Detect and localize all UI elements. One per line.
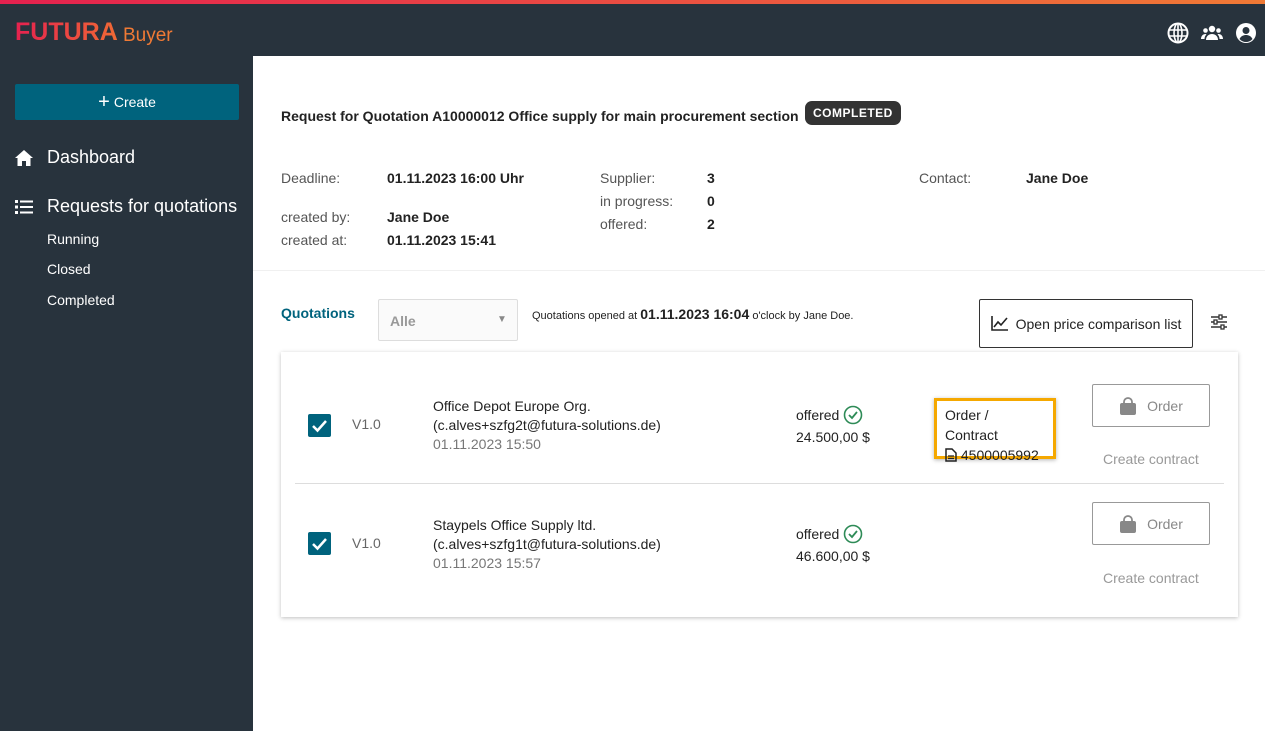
shopping-bag-icon [1120, 396, 1137, 415]
in-progress-label: in progress: [600, 193, 674, 209]
quotation-row: V1.0 Staypels Office Supply ltd. (c.alves… [281, 483, 1238, 601]
sidebar-item-rfq[interactable]: Requests for quotations [15, 196, 237, 217]
created-by-label: created by: [281, 209, 351, 225]
created-at-value: 01.11.2023 15:41 [387, 232, 496, 248]
sidebar: + Create Dashboard Requests for quotation… [0, 56, 253, 731]
supplier-count: 3 [707, 170, 715, 186]
offered-label: offered: [600, 216, 648, 232]
main-content: Request for Quotation A10000012 Office s… [253, 56, 1265, 731]
globe-icon[interactable] [1167, 22, 1189, 44]
quotation-row: V1.0 Office Depot Europe Org. (c.alves+sz… [281, 364, 1238, 482]
create-contract-link[interactable]: Create contract [1103, 451, 1199, 467]
deadline-label: Deadline: [281, 170, 341, 186]
create-button[interactable]: + Create [15, 84, 239, 120]
deadline-value: 01.11.2023 16:00 Uhr [387, 170, 524, 186]
supplier-info: Staypels Office Supply ltd. (c.alves+szfg… [433, 517, 661, 571]
opened-info: Quotations opened at 01.11.2023 16:04 o'… [532, 306, 854, 322]
order-number-link[interactable]: 4500005992 [945, 445, 1045, 465]
check-circle-icon [843, 524, 863, 544]
row-divider [295, 483, 1224, 484]
version: V1.0 [352, 416, 381, 432]
account-icon[interactable] [1235, 22, 1257, 44]
check-icon [312, 538, 327, 551]
created-by-value: Jane Doe [387, 209, 450, 225]
page-title: Request for Quotation A10000012 Office s… [281, 108, 799, 124]
in-progress-count: 0 [707, 193, 715, 209]
sidebar-item-running[interactable]: Running [47, 231, 100, 247]
version: V1.0 [352, 535, 381, 551]
price-comparison-button[interactable]: Open price comparison list [979, 299, 1193, 348]
sidebar-item-closed[interactable]: Closed [47, 261, 91, 277]
divider [253, 270, 1265, 271]
sidebar-item-completed[interactable]: Completed [47, 292, 115, 308]
list-icon [15, 199, 33, 214]
contact-label: Contact: [919, 170, 972, 186]
order-contract-box: Order / Contract 4500005992 [934, 398, 1056, 463]
row-checkbox[interactable] [308, 532, 331, 555]
quotations-list: V1.0 Office Depot Europe Org. (c.alves+sz… [281, 352, 1238, 617]
filter-select[interactable]: Alle ▼ [378, 299, 518, 341]
check-icon [312, 420, 327, 433]
quotation-status: offered 24.500,00 $ [796, 405, 870, 445]
supplier-info: Office Depot Europe Org. (c.alves+szfg2t@… [433, 398, 661, 452]
contact-value: Jane Doe [1026, 170, 1089, 186]
product-name: Buyer [123, 25, 173, 46]
chart-line-icon [990, 316, 1008, 331]
filter-settings-icon[interactable] [1210, 314, 1228, 335]
top-bar: FUTURA Buyer [0, 4, 1265, 56]
accent-bar [0, 0, 1265, 4]
sidebar-item-dashboard[interactable]: Dashboard [15, 147, 135, 168]
shopping-bag-icon [1120, 514, 1137, 533]
plus-icon: + [98, 90, 110, 113]
offered-count: 2 [707, 216, 715, 232]
quotations-title: Quotations [281, 305, 355, 321]
home-icon [15, 149, 33, 166]
status-badge: COMPLETED [805, 101, 901, 125]
create-contract-link[interactable]: Create contract [1103, 570, 1199, 586]
chevron-down-icon: ▼ [497, 314, 507, 325]
logo: FUTURA [15, 18, 118, 46]
check-circle-icon [843, 405, 863, 425]
users-icon[interactable] [1201, 22, 1223, 44]
supplier-label: Supplier: [600, 170, 656, 186]
order-button[interactable]: Order [1092, 384, 1210, 427]
quotation-status: offered 46.600,00 $ [796, 524, 870, 564]
row-checkbox[interactable] [308, 414, 331, 437]
order-button[interactable]: Order [1092, 502, 1210, 545]
document-icon [945, 448, 957, 462]
created-at-label: created at: [281, 232, 348, 248]
